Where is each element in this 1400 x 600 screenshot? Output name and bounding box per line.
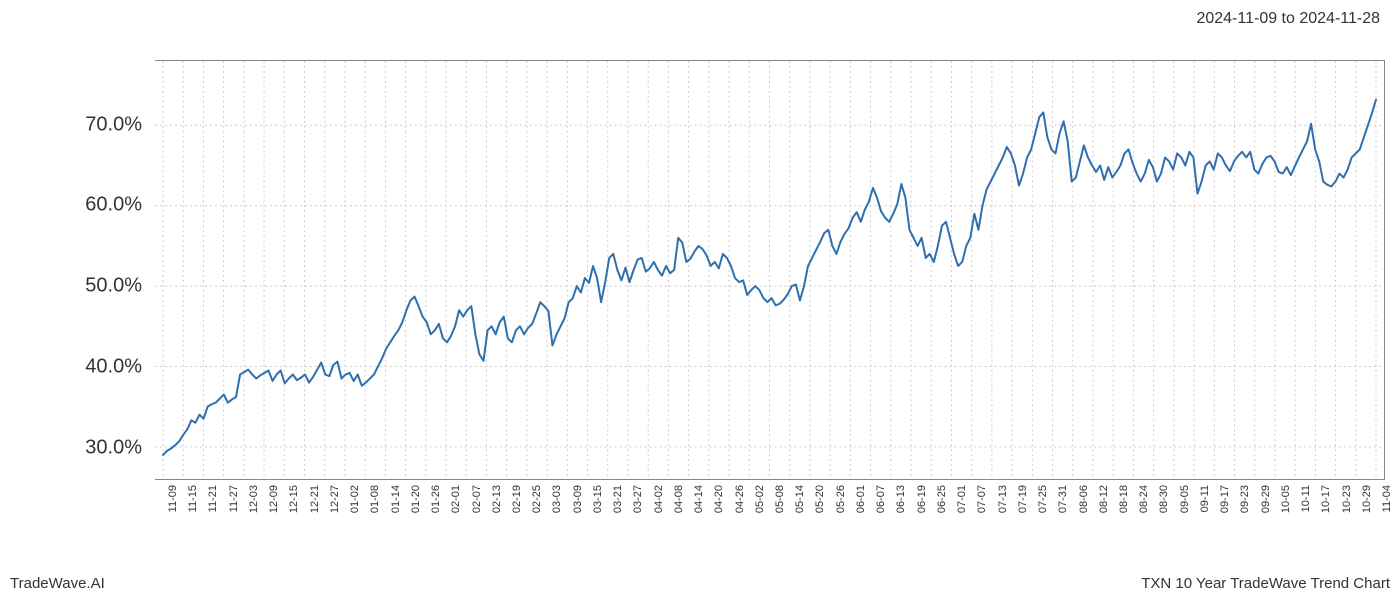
x-tick-label: 10-05 xyxy=(1280,485,1292,513)
x-tick-label: 01-14 xyxy=(390,485,402,513)
x-tick-label: 05-20 xyxy=(814,485,826,513)
x-tick-label: 12-27 xyxy=(329,485,341,513)
x-axis: 11-09 11-15 11-21 11-27 12-03 12-09 12-15 12-21… xyxy=(155,485,1385,565)
x-tick-label: 06-25 xyxy=(936,485,948,513)
x-tick-label: 07-31 xyxy=(1057,485,1069,513)
x-tick-label: 08-12 xyxy=(1098,485,1110,513)
x-tick-label: 09-23 xyxy=(1239,485,1251,513)
x-tick-label: 04-14 xyxy=(693,485,705,513)
x-tick-label: 03-15 xyxy=(592,485,604,513)
x-tick-label: 02-13 xyxy=(491,485,503,513)
y-tick-label: 30.0% xyxy=(85,436,142,459)
x-tick-label: 07-13 xyxy=(997,485,1009,513)
x-tick-label: 04-08 xyxy=(673,485,685,513)
plot-area xyxy=(155,60,1385,480)
x-tick-label: 01-26 xyxy=(430,485,442,513)
x-tick-label: 03-09 xyxy=(572,485,584,513)
x-tick-label: 11-04 xyxy=(1381,485,1393,512)
y-tick-label: 70.0% xyxy=(85,113,142,136)
x-tick-label: 05-02 xyxy=(754,485,766,513)
x-tick-label: 05-08 xyxy=(774,485,786,513)
x-tick-label: 10-17 xyxy=(1320,485,1332,513)
x-tick-label: 04-02 xyxy=(653,485,665,513)
x-tick-label: 08-06 xyxy=(1078,485,1090,513)
chart-svg xyxy=(155,61,1384,479)
x-tick-label: 08-18 xyxy=(1118,485,1130,513)
x-tick-label: 06-13 xyxy=(895,485,907,513)
y-tick-label: 40.0% xyxy=(85,355,142,378)
x-tick-label: 04-26 xyxy=(734,485,746,513)
x-tick-label: 07-01 xyxy=(956,485,968,513)
x-tick-label: 12-09 xyxy=(268,485,280,513)
x-tick-label: 02-07 xyxy=(471,485,483,513)
x-tick-label: 12-03 xyxy=(248,485,260,513)
x-tick-label: 06-07 xyxy=(875,485,887,513)
x-tick-label: 12-21 xyxy=(309,485,321,513)
x-tick-label: 11-15 xyxy=(187,485,199,512)
x-tick-label: 02-19 xyxy=(511,485,523,513)
x-tick-label: 07-19 xyxy=(1017,485,1029,513)
x-tick-label: 04-20 xyxy=(713,485,725,513)
x-tick-label: 11-09 xyxy=(167,485,179,512)
x-tick-label: 03-21 xyxy=(612,485,624,513)
x-tick-label: 06-19 xyxy=(916,485,928,513)
x-tick-label: 02-01 xyxy=(450,485,462,513)
x-tick-label: 11-21 xyxy=(207,485,219,512)
x-tick-label: 05-26 xyxy=(835,485,847,513)
x-tick-label: 08-24 xyxy=(1138,485,1150,513)
x-tick-label: 02-25 xyxy=(531,485,543,513)
x-tick-label: 01-08 xyxy=(369,485,381,513)
x-tick-label: 07-07 xyxy=(976,485,988,513)
date-range-label: 2024-11-09 to 2024-11-28 xyxy=(1196,10,1380,28)
x-tick-label: 12-15 xyxy=(288,485,300,513)
x-tick-label: 10-23 xyxy=(1341,485,1353,513)
x-tick-label: 11-27 xyxy=(228,485,240,512)
y-axis: 30.0% 40.0% 50.0% 60.0% 70.0% xyxy=(0,60,150,480)
x-tick-label: 03-03 xyxy=(551,485,563,513)
footer-brand: TradeWave.AI xyxy=(10,575,105,592)
x-tick-label: 05-14 xyxy=(794,485,806,513)
x-tick-label: 06-01 xyxy=(855,485,867,513)
x-tick-label: 07-25 xyxy=(1037,485,1049,513)
x-tick-label: 03-27 xyxy=(632,485,644,513)
x-tick-label: 01-20 xyxy=(410,485,422,513)
data-line xyxy=(163,100,1376,455)
x-tick-label: 09-29 xyxy=(1260,485,1272,513)
x-tick-label: 01-02 xyxy=(349,485,361,513)
x-tick-label: 10-11 xyxy=(1300,485,1312,512)
chart-container: 2024-11-09 to 2024-11-28 30.0% 40.0% 50.0%… xyxy=(0,0,1400,600)
y-tick-label: 50.0% xyxy=(85,275,142,298)
x-tick-label: 10-29 xyxy=(1361,485,1373,513)
x-tick-label: 09-11 xyxy=(1199,485,1211,512)
x-tick-label: 08-30 xyxy=(1158,485,1170,513)
y-tick-label: 60.0% xyxy=(85,194,142,217)
x-tick-label: 09-17 xyxy=(1219,485,1231,513)
footer-title: TXN 10 Year TradeWave Trend Chart xyxy=(1141,575,1390,592)
x-tick-label: 09-05 xyxy=(1179,485,1191,513)
